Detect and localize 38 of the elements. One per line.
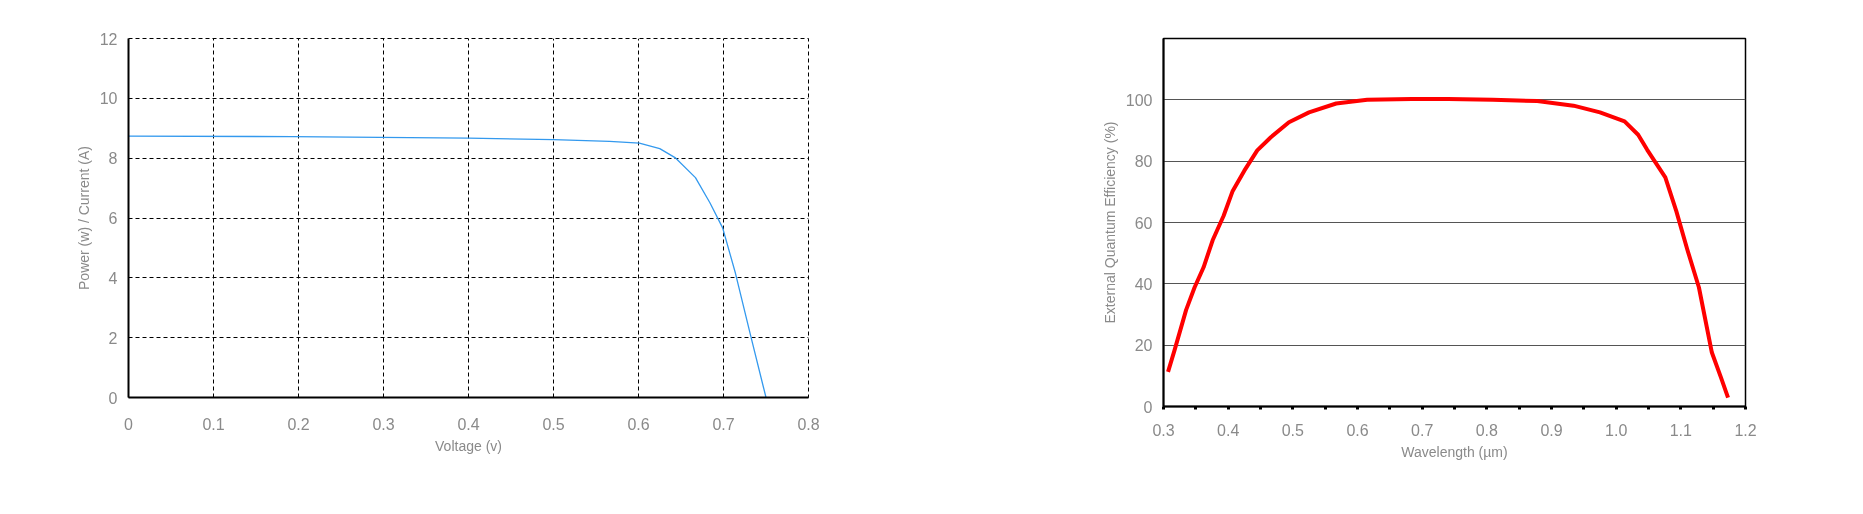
line-series [1166, 96, 1731, 400]
x-tick-label: 0.9 [1540, 421, 1563, 439]
x-tick-label: 0.6 [1346, 421, 1369, 439]
y-tick-label: 20 [1134, 337, 1153, 355]
x-tick-label: 0.5 [542, 415, 565, 433]
y-tick-label: 80 [1134, 153, 1153, 171]
x-axis-title: Voltage (v) [435, 437, 502, 454]
y-tick-label: 40 [1134, 275, 1153, 293]
x-tick-label: 0.7 [712, 415, 735, 433]
x-tick-label: 1.1 [1669, 421, 1693, 439]
x-axis-title: Wavelength (µm) [1401, 443, 1508, 460]
y-tick-label: 6 [108, 210, 118, 227]
y-axis-title: Power (w) / Current (A) [75, 146, 92, 290]
y-axis-title: External Quantum Efficiency (%) [1101, 121, 1118, 324]
y-tick-label: 8 [108, 150, 118, 168]
x-tick-label: 0.5 [1281, 421, 1305, 439]
y-tick-label: 12 [99, 30, 118, 48]
x-tick-label: 0.7 [1411, 421, 1434, 439]
y-tick-label: 2 [108, 329, 118, 347]
x-tick-label: 1.0 [1605, 421, 1628, 439]
x-tick-label: 0.3 [372, 415, 395, 433]
x-tick-label: 0.8 [797, 415, 820, 433]
y-tick-label: 60 [1134, 214, 1153, 232]
x-tick-label: 0.8 [1475, 421, 1499, 439]
y-tick-label: 4 [108, 269, 118, 287]
x-tick-label: 1.2 [1734, 421, 1757, 439]
y-tick-label: 100 [1125, 91, 1153, 109]
line-series [128, 135, 767, 398]
x-tick-label: 0.4 [457, 415, 480, 433]
y-tick-label: 0 [1143, 398, 1153, 416]
x-tick-label: 0.2 [287, 415, 310, 433]
x-tick-label: 0.4 [1217, 421, 1240, 439]
x-tick-label: 0 [124, 415, 134, 433]
x-tick-label: 0.1 [202, 415, 225, 433]
y-tick-label: 10 [99, 90, 118, 108]
x-tick-label: 0.3 [1152, 421, 1175, 439]
y-tick-label: 0 [108, 389, 118, 407]
x-tick-label: 0.6 [627, 415, 650, 433]
